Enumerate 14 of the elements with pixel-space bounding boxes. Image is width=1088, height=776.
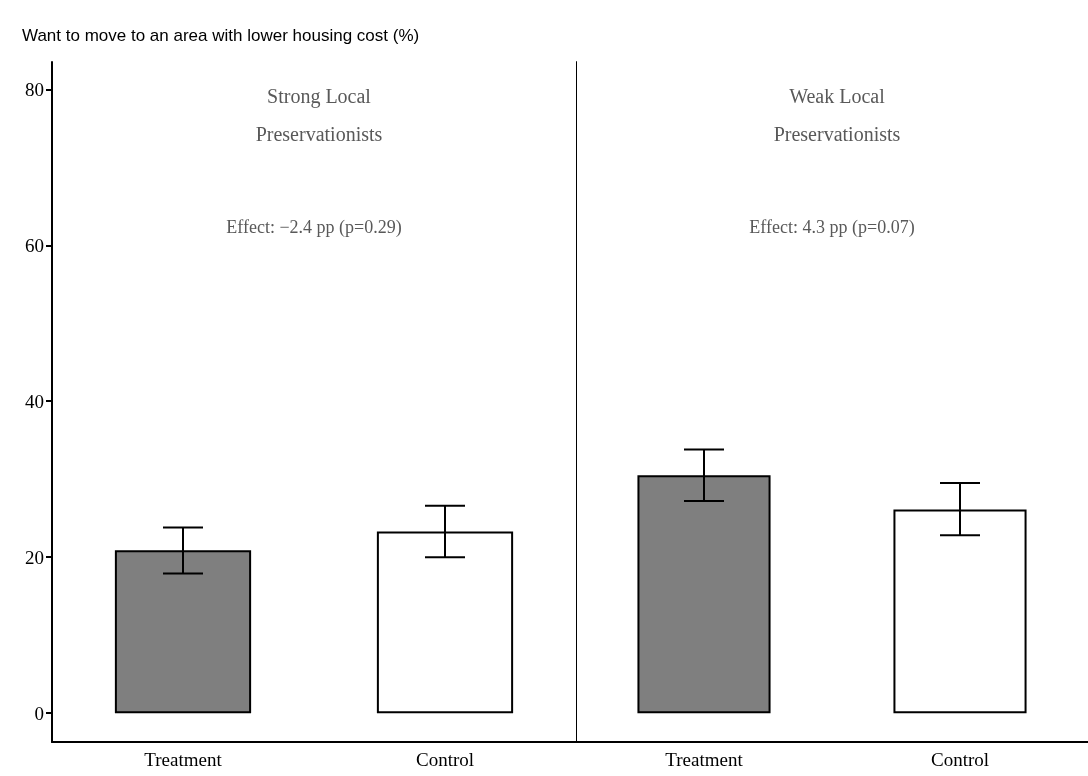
annotation: Effect: 4.3 pp (p=0.07)	[749, 217, 915, 238]
x-tick-label: Control	[415, 749, 475, 770]
y-tick-label: 0	[34, 702, 44, 724]
x-tick-label: Treatment	[665, 749, 744, 770]
y-tick-label: 60	[25, 234, 44, 256]
text: Weak Local Preservationists	[773, 85, 901, 145]
x-tick-label: Control	[930, 749, 990, 770]
text: Strong Local Preservationists	[255, 85, 383, 145]
x-tick-label: Treatment	[144, 749, 223, 770]
y-tick-label: 80	[25, 78, 44, 100]
y-tick-label: 20	[25, 546, 44, 568]
y-tick-label: 40	[25, 390, 44, 412]
y-axis-title: Want to move to an area with lower housing cost (%)	[22, 26, 420, 45]
annotation: Effect: −2.4 pp (p=0.29)	[226, 217, 402, 238]
